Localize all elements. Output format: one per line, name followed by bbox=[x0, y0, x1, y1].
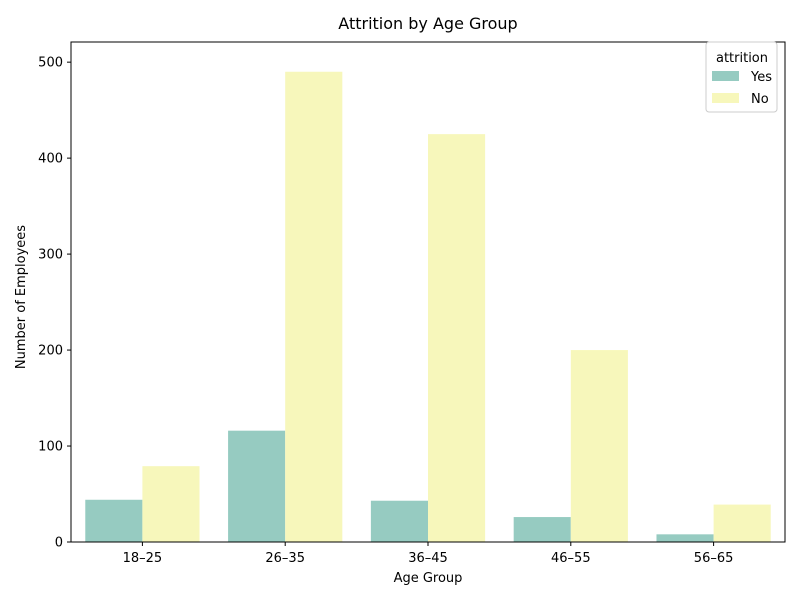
legend-swatch-no bbox=[712, 93, 739, 103]
bar-no-1 bbox=[285, 71, 343, 542]
legend: attrition Yes No bbox=[705, 41, 778, 113]
legend-label-no: No bbox=[751, 92, 769, 107]
x-tick-label: 56–65 bbox=[694, 551, 734, 566]
legend-label-yes: Yes bbox=[750, 70, 772, 85]
bar-yes-4 bbox=[656, 534, 714, 542]
bar-no-0 bbox=[142, 466, 200, 542]
y-tick-label: 0 bbox=[55, 536, 63, 551]
y-axis-label: Number of Employees bbox=[14, 225, 29, 369]
y-tick-label: 200 bbox=[38, 344, 63, 359]
y-tick-label: 400 bbox=[38, 152, 63, 167]
y-tick-label: 100 bbox=[38, 440, 63, 455]
x-tick-label: 26–35 bbox=[265, 551, 305, 566]
bar-no-3 bbox=[570, 350, 628, 542]
bar-no-2 bbox=[428, 134, 486, 542]
legend-entries: Yes No bbox=[712, 70, 772, 107]
y-axis: 0 100 200 300 400 500 bbox=[38, 56, 71, 551]
x-axis: 18–25 26–35 36–45 46–55 56–65 bbox=[123, 542, 734, 566]
bar-yes-3 bbox=[513, 517, 571, 542]
x-axis-label: Age Group bbox=[394, 571, 463, 586]
chart-title: Attrition by Age Group bbox=[338, 14, 517, 33]
bar-yes-2 bbox=[370, 500, 428, 542]
legend-swatch-yes bbox=[712, 71, 739, 81]
y-tick-label: 300 bbox=[38, 248, 63, 263]
bar-no-4 bbox=[713, 504, 771, 542]
legend-title: attrition bbox=[716, 51, 768, 66]
bar-yes-0 bbox=[85, 499, 143, 542]
x-tick-label: 36–45 bbox=[408, 551, 448, 566]
bar-yes-1 bbox=[228, 430, 286, 542]
y-tick-label: 500 bbox=[38, 56, 63, 71]
plot-area bbox=[85, 71, 771, 542]
x-tick-label: 18–25 bbox=[123, 551, 163, 566]
x-tick-label: 46–55 bbox=[551, 551, 591, 566]
